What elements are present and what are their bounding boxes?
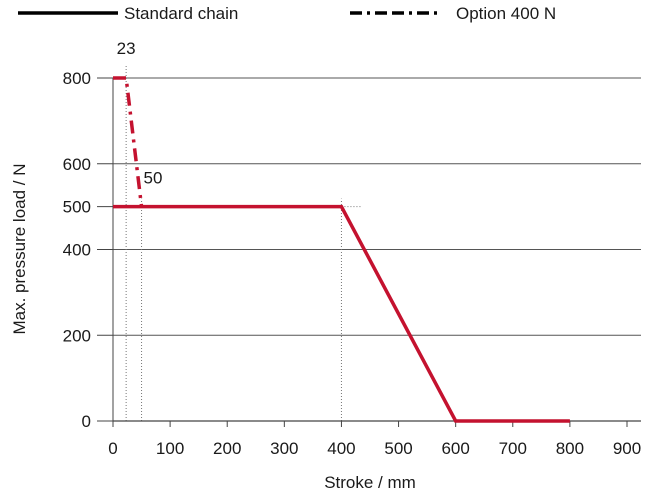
series-line-standard-chain (113, 204, 570, 423)
x-axis-title: Stroke / mm (324, 473, 416, 492)
grid-lines (113, 77, 641, 336)
y-tick-label-200: 200 (63, 326, 91, 345)
annotation-50: 50 (144, 169, 163, 188)
series-line-option-400n (113, 76, 144, 207)
annotation-23: 23 (117, 39, 136, 58)
y-tick-label-600: 600 (63, 155, 91, 174)
y-tick-label-500: 500 (63, 198, 91, 217)
y-tick-label-0: 0 (82, 412, 91, 431)
y-tick-label-400: 400 (63, 241, 91, 260)
x-tick-label-400: 400 (327, 439, 355, 458)
annotations: 23 50 (117, 39, 163, 188)
x-tick-label-200: 200 (213, 439, 241, 458)
x-tick-label-300: 300 (270, 439, 298, 458)
tick-labels: 0 100 200 300 400 500 600 700 800 900 0 200 400 500 60… (63, 69, 642, 458)
x-tick-label-700: 700 (499, 439, 527, 458)
legend-label-option-400n: Option 400 N (456, 4, 556, 23)
y-axis-title: Max. pressure load / N (10, 163, 29, 334)
legend-label-standard-chain: Standard chain (124, 4, 238, 23)
x-tick-label-100: 100 (156, 439, 184, 458)
legend: Standard chain Option 400 N (18, 4, 556, 23)
axes (97, 77, 641, 427)
x-tick-label-500: 500 (384, 439, 412, 458)
x-tick-label-600: 600 (441, 439, 469, 458)
reference-lines (125, 66, 362, 421)
data-series (113, 76, 570, 423)
x-tick-label-900: 900 (613, 439, 641, 458)
x-tick-label-800: 800 (556, 439, 584, 458)
y-tick-label-800: 800 (63, 69, 91, 88)
x-tick-label-0: 0 (108, 439, 117, 458)
